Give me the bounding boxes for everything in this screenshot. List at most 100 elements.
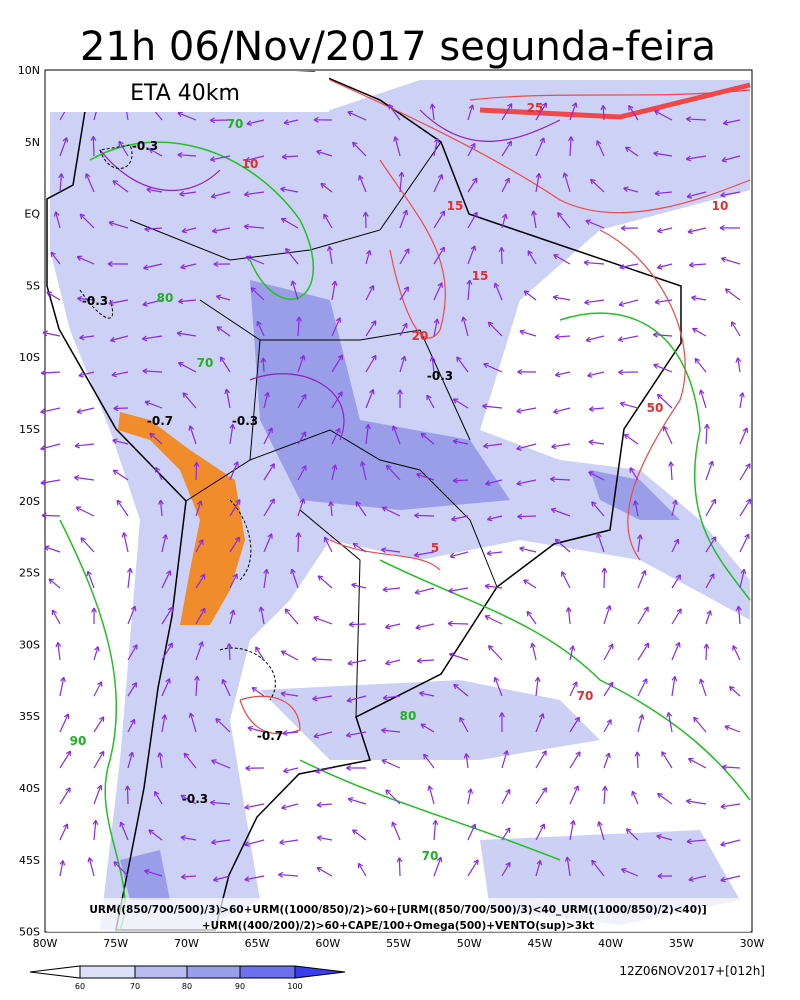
wind-arrowhead	[312, 695, 318, 702]
wind-arrow	[494, 677, 503, 697]
wind-arrow	[331, 280, 336, 301]
wind-arrow	[388, 104, 401, 121]
wind-arrowhead	[148, 829, 154, 835]
wind-arrow	[365, 320, 377, 337]
wind-arrowhead	[483, 362, 489, 369]
colorbar: 60 70 80 90 100	[29, 965, 346, 991]
wind-arrowhead	[362, 211, 369, 217]
wind-arrowhead	[188, 712, 195, 719]
wind-arrow	[381, 759, 401, 769]
wind-arrow	[729, 686, 741, 697]
wind-arrow	[278, 873, 299, 877]
wind-arrowhead	[85, 173, 91, 179]
wind-arrowhead	[369, 285, 375, 291]
wind-arrow	[291, 568, 299, 589]
wind-arrow	[312, 658, 333, 661]
wind-arrowhead	[585, 336, 591, 343]
map-area: ETA 40km -0.3 -0.3 -0.3 -0.7 -0.3 -0.7 -0.3 70 8…	[40, 69, 753, 933]
wind-arrow	[501, 103, 513, 121]
wind-arrowhead	[295, 532, 302, 538]
wind-arrow	[44, 546, 61, 553]
contour-label: 80	[157, 291, 174, 305]
wind-arrow	[628, 105, 639, 121]
wind-arrow	[602, 105, 605, 121]
wind-arrowhead	[503, 750, 509, 756]
wind-arrow	[251, 686, 265, 697]
wind-arrow	[467, 104, 474, 121]
wind-arrowhead	[461, 316, 467, 322]
wind-arrow	[51, 609, 61, 625]
wind-arrowhead	[654, 110, 660, 116]
wind-arrowhead	[180, 835, 186, 841]
contour-label: 90	[70, 734, 87, 748]
wind-arrow	[705, 573, 715, 589]
wind-arrow	[656, 393, 673, 409]
wind-arrowhead	[250, 287, 257, 293]
wind-arrow	[381, 729, 401, 733]
wind-arrow	[433, 210, 446, 229]
wind-arrow	[280, 692, 299, 697]
wind-arrowhead	[567, 136, 574, 142]
wind-arrowhead	[290, 280, 297, 286]
wind-arrowhead	[281, 804, 287, 811]
wind-arrow	[127, 682, 138, 697]
wind-arrowhead	[284, 608, 291, 614]
wind-arrowhead	[161, 714, 168, 720]
wind-arrowhead	[493, 676, 500, 683]
wind-arrowhead	[141, 335, 148, 342]
wind-arrow	[657, 263, 673, 269]
wind-arrowhead	[472, 177, 478, 184]
wind-arrow	[420, 432, 435, 445]
wind-arrowhead	[301, 465, 307, 471]
wind-arrow	[256, 321, 265, 337]
wind-arrowhead	[585, 219, 591, 225]
wind-arrowhead	[381, 759, 388, 765]
wind-arrowhead	[694, 357, 700, 364]
wind-arrow	[517, 515, 537, 518]
wind-arrow	[149, 432, 163, 445]
wind-arrow	[161, 642, 173, 661]
wind-arrowhead	[108, 220, 115, 227]
wind-arrowhead	[628, 104, 634, 111]
wind-arrowhead	[364, 423, 371, 430]
wind-arrowhead	[541, 750, 547, 756]
jet-contour	[479, 82, 751, 120]
cape-region	[118, 412, 245, 625]
wind-arrow	[297, 316, 300, 337]
wind-arrowhead	[345, 732, 352, 738]
wind-arrow	[262, 357, 265, 373]
wind-arrow	[501, 750, 508, 769]
lon-label: 50W	[457, 937, 482, 950]
wind-arrowhead	[157, 752, 164, 758]
contour-labels: -0.3 -0.3 -0.3 -0.7 -0.3 -0.7 -0.3 70 80 70 90 70 80…	[70, 101, 729, 863]
wind-arrowhead	[539, 823, 546, 829]
wind-arrow	[108, 299, 129, 305]
wind-arrowhead	[698, 678, 705, 685]
wind-arrow	[324, 536, 333, 553]
wind-arrowhead	[686, 798, 692, 805]
wind-arrowhead	[352, 829, 358, 835]
wind-arrowhead	[96, 784, 103, 791]
wind-arrowhead	[90, 136, 97, 142]
wind-arrow	[671, 642, 681, 661]
wind-arrow	[686, 839, 707, 843]
wind-arrowhead	[552, 294, 559, 301]
contour-label: 50	[647, 401, 664, 415]
lat-label: 10S	[19, 351, 40, 364]
wind-arrow	[433, 318, 438, 337]
wind-arrowhead	[505, 861, 511, 868]
wind-arrow	[263, 498, 275, 517]
wind-arrowhead	[536, 859, 543, 866]
wind-arrow	[671, 574, 681, 589]
wind-arrowhead	[60, 676, 66, 683]
wind-arrowhead	[148, 148, 155, 154]
wind-arrowhead	[79, 334, 85, 341]
wind-arrowhead	[313, 732, 319, 739]
wind-arrowhead	[211, 227, 218, 234]
colorbar-segment	[134, 965, 188, 979]
wind-arrow	[569, 645, 574, 661]
wind-arrowhead	[327, 245, 333, 252]
wind-arrow	[485, 479, 503, 485]
wind-arrowhead	[323, 536, 330, 543]
wind-arrow	[210, 155, 231, 161]
